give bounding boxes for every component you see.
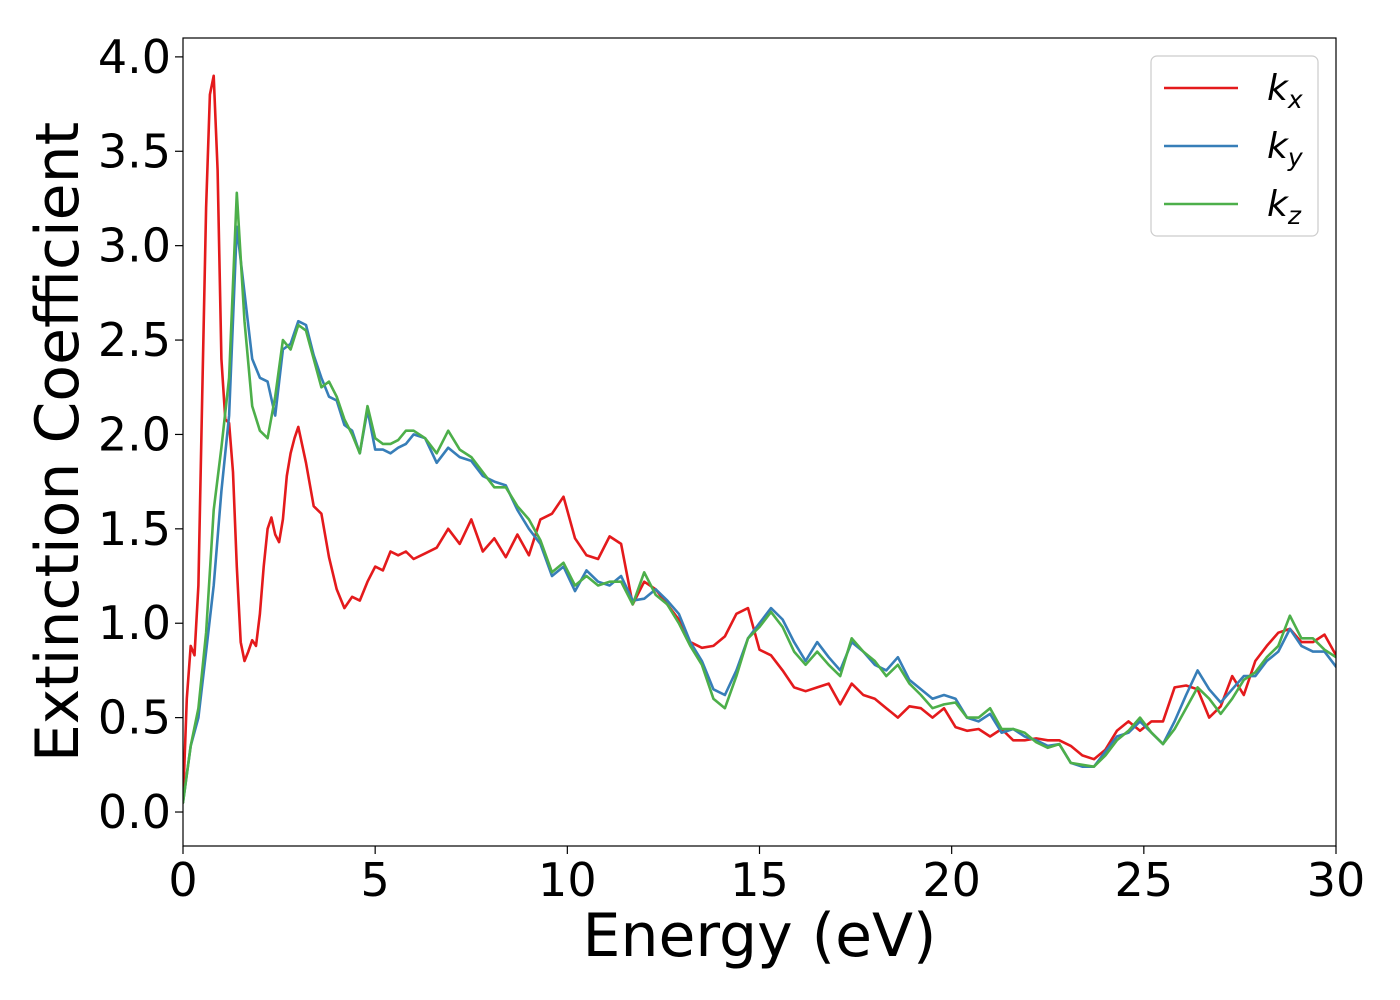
series-layer	[183, 74, 1336, 804]
legend-label: kz	[1267, 184, 1302, 230]
legend-entry-y: ky	[1164, 126, 1304, 172]
x-tick-label: 20	[922, 853, 981, 907]
legend: kx ky kz	[1150, 55, 1319, 237]
y-tick-label: 3.0	[98, 219, 171, 273]
series-line-x	[183, 74, 1336, 804]
x-tick-label: 30	[1307, 853, 1366, 907]
x-axis-title: Energy (eV)	[583, 901, 937, 971]
x-tick-label: 10	[538, 853, 597, 907]
x-axis: 0 5 10 15 20 25 30	[168, 846, 1365, 907]
x-tick-label: 0	[168, 853, 197, 907]
legend-entry-x: kx	[1164, 68, 1303, 114]
legend-entry-z: kz	[1164, 184, 1302, 230]
y-tick-label: 1.0	[98, 596, 171, 650]
x-tick-label: 15	[730, 853, 789, 907]
x-tick-label: 5	[361, 853, 390, 907]
y-axis-title: Extinction Coefficient	[23, 122, 93, 762]
y-tick-label: 0.5	[98, 691, 171, 745]
y-tick-label: 2.5	[98, 313, 171, 367]
x-tick-label: 25	[1115, 853, 1174, 907]
series-line-z	[183, 191, 1336, 804]
legend-label: kx	[1267, 68, 1303, 114]
y-axis: 0.0 0.5 1.0 1.5 2.0 2.5 3.0 3.5 4.0	[98, 30, 183, 839]
y-tick-label: 4.0	[98, 30, 171, 84]
y-tick-label: 3.5	[98, 124, 171, 178]
y-tick-label: 1.5	[98, 502, 171, 556]
y-tick-label: 2.0	[98, 407, 171, 461]
y-tick-label: 0.0	[98, 785, 171, 839]
legend-label: ky	[1267, 126, 1304, 172]
